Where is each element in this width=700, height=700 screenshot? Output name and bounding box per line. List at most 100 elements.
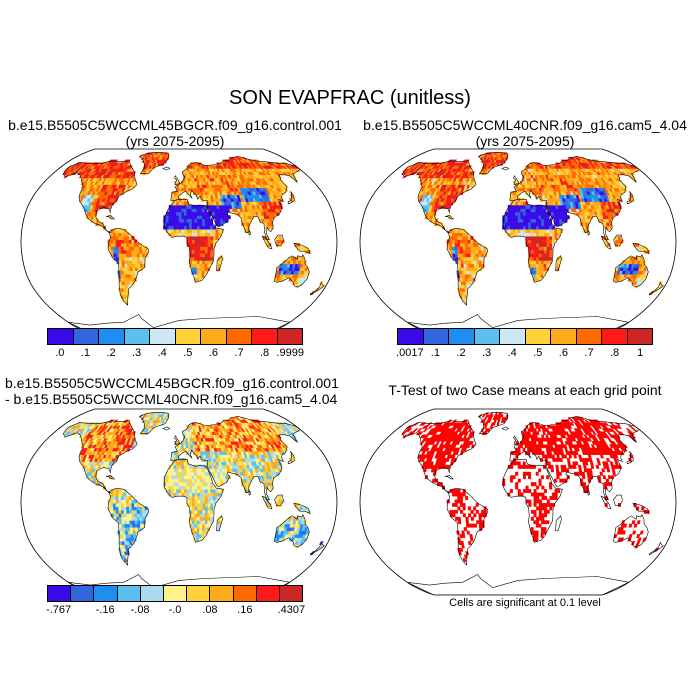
colorbar-tick-label: -.08 (130, 604, 150, 616)
coastline-iceland (162, 426, 171, 431)
coastline-eurasia (170, 415, 301, 500)
colorbar-swatch (277, 329, 302, 344)
colorbar-swatch (48, 586, 72, 601)
colorbar-swatch (94, 586, 118, 601)
coastline-newGuinea (293, 502, 311, 515)
colorbar-swatch (187, 586, 211, 601)
colorbar-tick-label: -.767 (46, 604, 72, 616)
coastline-newGuinea (632, 502, 650, 515)
coastline-greenland (477, 151, 508, 174)
colorbar-tick-label: .0 (55, 347, 65, 359)
coastline-newZealand (648, 281, 664, 296)
coastline-northAmerica (401, 160, 477, 234)
ttest-significance-note: Cells are significant at 0.1 level (449, 597, 601, 609)
coastline-borneo (613, 494, 623, 506)
coastline-northAmerica (62, 420, 138, 494)
coastlines (62, 411, 325, 595)
colorbar-tick-label: .8 (610, 347, 620, 359)
coastline-cuba (105, 215, 116, 220)
colorbar-tick-label: .3 (482, 347, 492, 359)
coastline-australia (613, 253, 649, 288)
coastline-sriLanka (248, 490, 252, 496)
coastline-cuba (105, 475, 116, 480)
map-cam5 (359, 148, 677, 336)
map-border (359, 148, 677, 336)
panel-control-title: b.e15.B5505C5WCCML45BGCR.f09_g16.control… (8, 117, 342, 133)
coastline-eurasia (170, 155, 301, 240)
map-difference (20, 408, 338, 596)
coastline-britain (513, 435, 520, 445)
panel-cam5-title: b.e15.B5505C5WCCML40CNR.f09_g16.cam5_4.0… (363, 117, 687, 133)
coastline-borneo (274, 494, 284, 506)
colorbar-tick-label: -.0 (168, 604, 182, 616)
coastline-newZealand (309, 281, 325, 296)
coastline-sriLanka (248, 230, 252, 236)
map-ttest (359, 408, 677, 596)
panel-difference-title: b.e15.B5505C5WCCML45BGCR.f09_g16.control… (5, 375, 339, 391)
map-border (20, 148, 338, 336)
colorbar-swatch (71, 586, 95, 601)
colorbar-swatch (201, 329, 227, 344)
coastline-newZealand (309, 541, 325, 556)
coastline-madagascar (216, 515, 223, 532)
colorbar-tick-label: .4 (507, 347, 517, 359)
coastline-newZealand (648, 541, 664, 556)
colorbar-swatch (279, 586, 303, 601)
coastline-newGuinea (293, 242, 311, 255)
colorbar-swatch (140, 586, 164, 601)
colorbar-swatch (576, 329, 602, 344)
coastline-australia (613, 513, 649, 548)
colorbar-tick-label: .6 (208, 347, 218, 359)
coastline-madagascar (216, 255, 223, 272)
colorbar-swatch (73, 329, 99, 344)
coastline-britain (513, 175, 520, 185)
map-field-cells (400, 412, 660, 562)
colorbar-control-labels: .0 .1 .2 .3 .4 .5 .6 .7 .8 .9999 (47, 347, 304, 361)
colorbar-tick-label: .5 (183, 347, 193, 359)
map-field-cells (61, 412, 325, 566)
colorbar-swatch (551, 329, 577, 344)
coastline-borneo (613, 234, 623, 246)
colorbar-swatch (449, 329, 475, 344)
colorbar-tick-label: .16 (237, 604, 253, 616)
coastline-greenland (138, 411, 169, 434)
coastline-iceland (162, 166, 171, 171)
coastline-southAmerica (446, 227, 488, 306)
colorbar-swatch (474, 329, 500, 344)
coastline-africa (502, 459, 563, 543)
coastline-sumatra (600, 495, 612, 510)
colorbar-swatch (48, 329, 74, 344)
coastline-africa (163, 199, 224, 283)
colorbar-cam5 (397, 328, 653, 345)
colorbar-tick-label: .3 (132, 347, 142, 359)
colorbar-tick-label: -.16 (95, 604, 115, 616)
colorbar-swatch (500, 329, 526, 344)
colorbar-tick-label: .5 (533, 347, 543, 359)
colorbar-swatch (423, 329, 449, 344)
coastline-southAmerica (107, 227, 149, 306)
coastline-britain (174, 435, 181, 445)
colorbar-swatch (233, 586, 257, 601)
coastline-iceland (501, 166, 510, 171)
colorbar-cam5-labels: .0017 .1 .2 .3 .4 .5 .6 .7 .8 1 (396, 347, 653, 361)
colorbar-tick-label: .08 (202, 604, 218, 616)
coastline-northAmerica (62, 160, 138, 234)
map-field-cells (61, 152, 325, 306)
coastline-iceland (501, 426, 510, 431)
coastline-eurasia (509, 155, 640, 240)
coastline-greenland (477, 411, 508, 434)
colorbar-tick-label: .8 (260, 347, 270, 359)
coastline-japan (287, 451, 295, 465)
panel-ttest-title: T-Test of two Case means at each grid po… (388, 382, 662, 398)
coastline-antarctica (407, 574, 630, 595)
colorbar-tick-label: .4 (157, 347, 167, 359)
coastline-africa (163, 459, 224, 543)
colorbar-swatch (602, 329, 628, 344)
panel-cam5-years: (yrs 2075-2095) (475, 133, 575, 149)
coastline-sriLanka (587, 230, 591, 236)
colorbar-difference (47, 585, 303, 602)
colorbar-tick-label: .4307 (277, 604, 306, 616)
colorbar-swatch (124, 329, 150, 344)
colorbar-tick-label: .2 (456, 347, 466, 359)
colorbar-swatch (117, 586, 141, 601)
